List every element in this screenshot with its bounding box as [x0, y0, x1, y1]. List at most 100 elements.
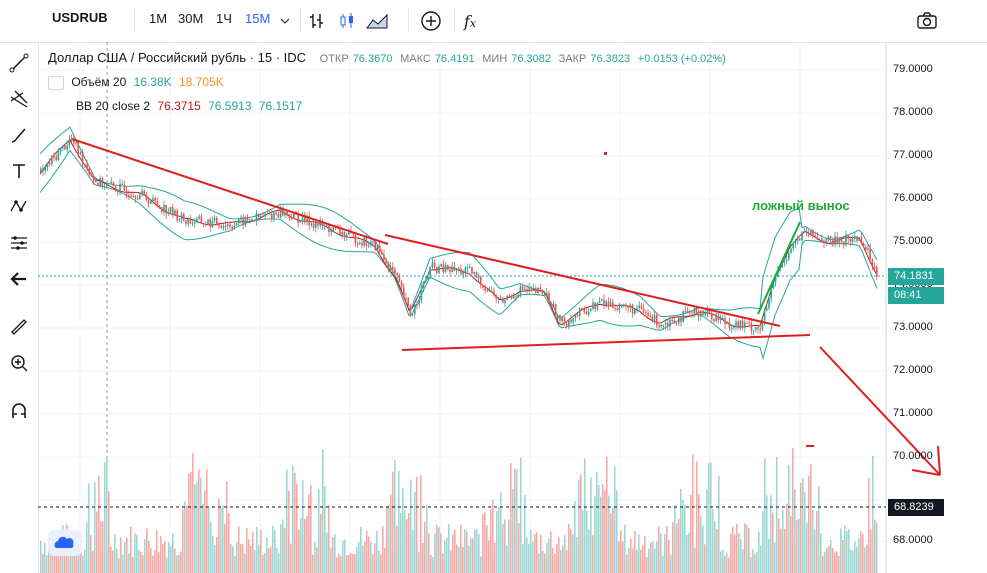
volume-bar [476, 528, 478, 573]
candle-body [491, 291, 493, 293]
volume-bar [644, 536, 646, 573]
candle-body [546, 292, 548, 296]
candle-body [418, 300, 420, 305]
candle-body [108, 183, 110, 185]
volume-bar [588, 529, 590, 573]
candle-body [361, 242, 363, 246]
candle-body [526, 288, 528, 290]
volume-bar [638, 534, 640, 573]
trendline-icon[interactable] [0, 48, 38, 78]
back-arrow-icon[interactable] [0, 264, 38, 294]
volume-bar [618, 541, 620, 573]
volume-bar [84, 549, 86, 573]
candle-body [779, 267, 781, 271]
candle-body [332, 227, 335, 231]
volume-bar [174, 548, 176, 573]
fx-icon[interactable]: fx [463, 11, 477, 31]
volume-bar [360, 526, 362, 573]
volume-bar [706, 489, 708, 573]
candle-body [189, 218, 192, 224]
volume-bar [316, 547, 318, 573]
camera-icon[interactable] [914, 8, 940, 34]
candles-icon[interactable] [334, 8, 360, 34]
collapse-icon[interactable] [48, 75, 64, 90]
candle-body [176, 210, 178, 221]
interval-30m[interactable]: 30M [178, 11, 204, 26]
candle-body [244, 217, 247, 226]
volume-bar [352, 554, 354, 573]
bb-middle-line [39, 139, 878, 328]
interval-1m[interactable]: 1M [149, 11, 168, 26]
candle-body [482, 284, 484, 288]
volume-bar [396, 525, 398, 573]
volume-bar [520, 457, 522, 573]
candle-body [711, 313, 713, 320]
candle-body [821, 238, 823, 242]
zoom-icon[interactable] [0, 348, 38, 378]
volume-bar [754, 554, 756, 573]
volume-bar [684, 504, 686, 573]
volume-bar [196, 482, 198, 573]
volume-bar [870, 529, 872, 573]
candle-body [429, 267, 431, 277]
candle-body [726, 321, 728, 325]
bar-chart-icon[interactable] [304, 8, 330, 34]
ruler-icon[interactable] [0, 312, 38, 342]
tradingview-logo[interactable] [48, 530, 82, 556]
candle-body [532, 288, 535, 290]
volume-bar [412, 530, 414, 573]
volume-bar [294, 473, 296, 573]
candle-body [249, 219, 251, 221]
magnet-icon[interactable] [0, 396, 38, 426]
symbol-search[interactable]: USDRUB [52, 10, 108, 25]
volume-bar [224, 524, 226, 573]
volume-bar [574, 501, 576, 573]
candle-body [662, 324, 665, 326]
text-icon[interactable] [0, 156, 38, 186]
volume-bar [50, 548, 52, 573]
candle-body [865, 246, 867, 250]
volume-legend: Объём 20 16.38K 18.705K [48, 75, 228, 90]
volume-bar [388, 505, 390, 573]
volume-bar [734, 534, 736, 573]
volume-bar [480, 556, 482, 573]
volume-bar [428, 533, 430, 573]
volume-bar [636, 549, 638, 573]
candle-body [458, 268, 460, 270]
volume-bar [704, 544, 706, 573]
volume-bar [214, 545, 216, 573]
volume-bar [312, 554, 314, 573]
candle-body [638, 305, 640, 308]
interval-1h[interactable]: 1Ч [216, 11, 232, 26]
volume-bar [824, 551, 826, 573]
volume-bar [342, 540, 344, 573]
brush-icon[interactable] [0, 120, 38, 150]
volume-bar [616, 490, 618, 573]
candle-body [814, 235, 816, 237]
volume-bar [114, 533, 116, 573]
interval-15m[interactable]: 15M [245, 11, 271, 26]
candle-body [539, 287, 541, 290]
candle-body [499, 297, 502, 299]
candle-body [774, 276, 777, 283]
pitchfork-icon[interactable] [0, 84, 38, 114]
add-icon[interactable] [418, 8, 444, 34]
area-chart-icon[interactable] [364, 8, 390, 34]
chevron-down-icon[interactable] [272, 8, 298, 34]
candle-body [486, 289, 489, 291]
volume-bar [366, 530, 368, 573]
volume-bar [744, 523, 746, 573]
volume-bar [800, 482, 802, 573]
volume-bar [370, 541, 372, 573]
volume-bar [852, 550, 854, 573]
volume-bar [612, 508, 614, 573]
candle-body [77, 142, 79, 155]
candle-body [387, 262, 390, 271]
candle-body [370, 241, 372, 246]
candle-body [238, 218, 240, 224]
pattern-icon[interactable] [0, 192, 38, 222]
forecast-arrowhead [937, 445, 941, 476]
forecast-icon[interactable] [0, 228, 38, 258]
candle-body [447, 265, 449, 271]
